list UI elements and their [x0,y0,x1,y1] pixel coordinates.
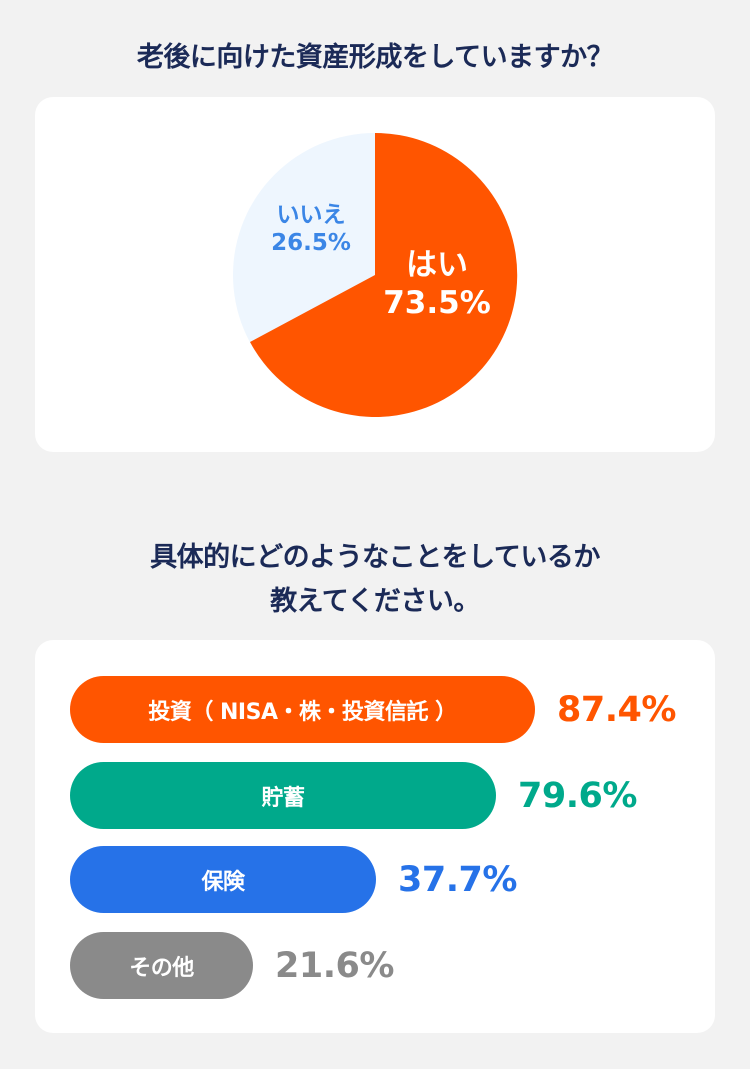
bar-insurance: 保険 [70,846,376,913]
bar-row-investment: 投資（ NISA・株・投資信託 ） 87.4% [70,676,676,743]
question1-title: 老後に向けた資産形成をしていますか？ [136,42,614,73]
question2-title-line1: 具体的にどのようなことをしているか [150,542,600,573]
bar-row-other: その他 21.6% [70,932,394,999]
question2-title-line2: 教えてください。 [270,586,480,617]
pie-label-yes-name: はい [406,247,468,283]
bar-row-savings: 貯蓄 79.6% [70,762,637,829]
pie-label-yes-value: 73.5% [383,284,491,321]
pie-chart [233,132,518,417]
bar-value-savings: 79.6% [518,775,637,816]
bar-value-insurance: 37.7% [398,859,517,900]
pie-chart-card: いいえ 26.5% はい 73.5% [35,97,715,452]
pie-label-no-value: 26.5% [271,230,351,257]
bar-savings: 貯蓄 [70,762,496,829]
pie-label-no-name: いいえ [276,202,346,228]
pie-label-no: いいえ 26.5% [265,203,357,255]
pie-slice-yes [250,132,518,417]
pie-label-yes: はい 73.5% [375,249,499,319]
bar-row-insurance: 保険 37.7% [70,846,517,913]
bar-other: その他 [70,932,253,999]
bar-investment: 投資（ NISA・株・投資信託 ） [70,676,535,743]
bar-chart-card: 投資（ NISA・株・投資信託 ） 87.4% 貯蓄 79.6% 保険 37.7… [35,640,715,1033]
bar-value-investment: 87.4% [557,689,676,730]
bar-value-other: 21.6% [275,945,394,986]
question2-title: 具体的にどのようなことをしているか 教えてください。 [0,536,750,624]
